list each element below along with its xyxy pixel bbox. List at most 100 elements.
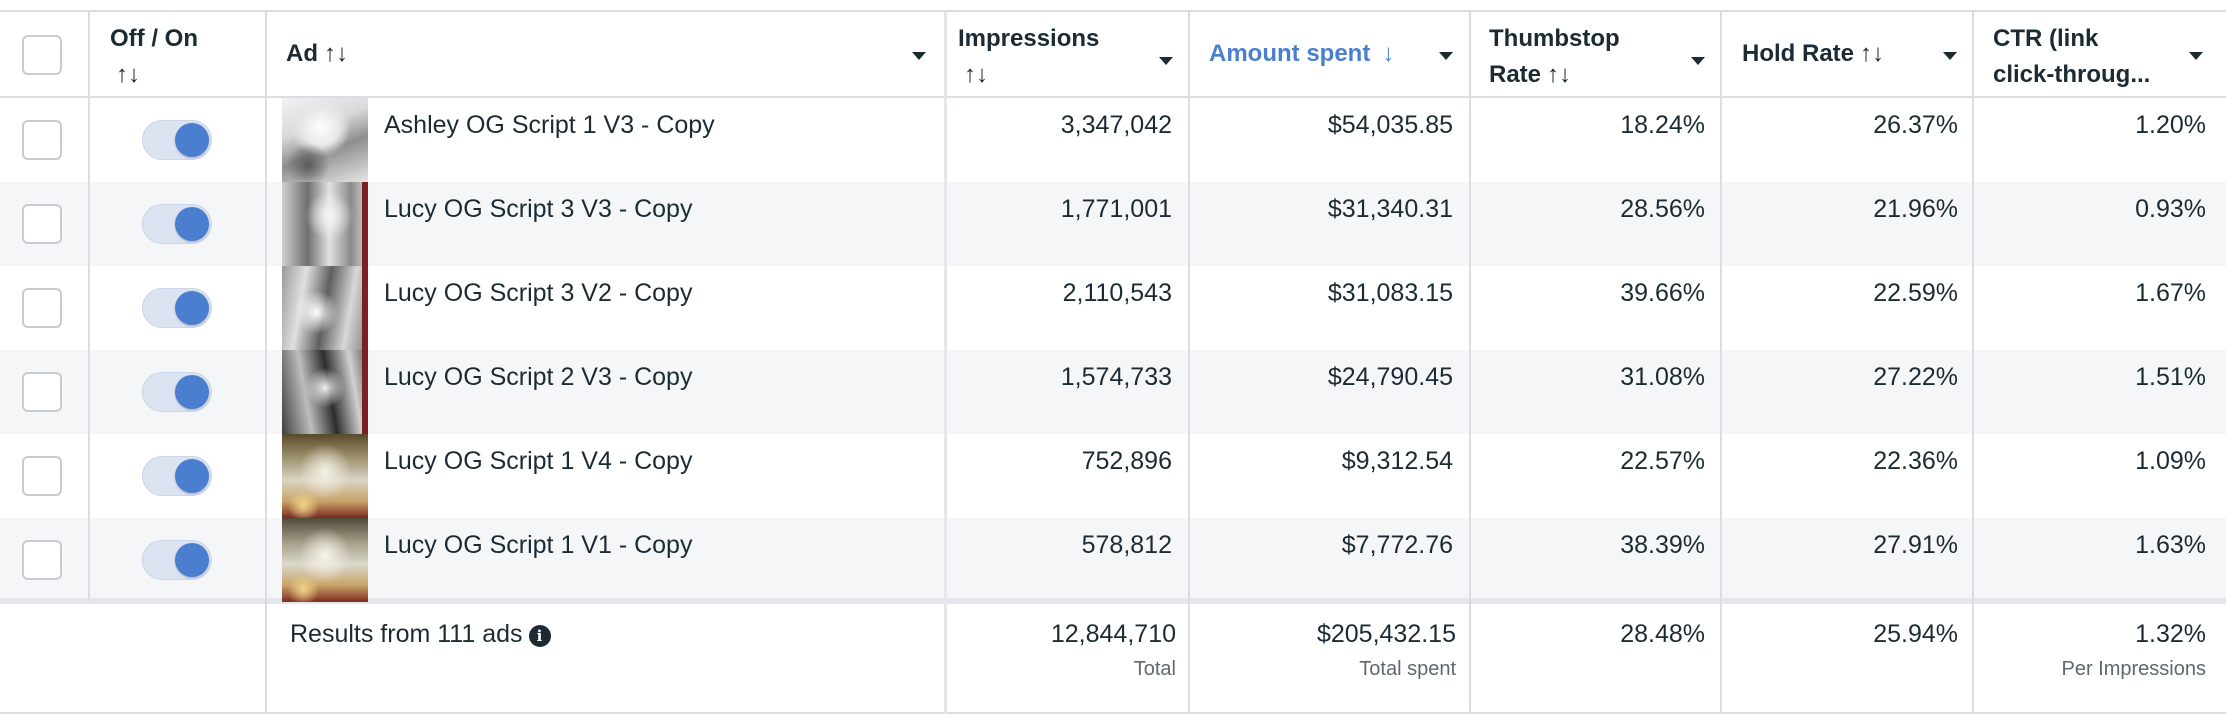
ad-toggle-switch[interactable] [142, 120, 212, 160]
thumbstop-value: 39.66% [1620, 279, 1705, 307]
column-menu-chevron-down-icon[interactable] [1159, 57, 1173, 65]
header-thumbstop-label: Thumbstop [1489, 25, 1620, 52]
avg-ctr-caption: Per Impressions [2061, 658, 2207, 680]
toggle-knob [175, 207, 209, 241]
row-checkbox[interactable] [22, 288, 62, 328]
info-icon[interactable]: i [528, 625, 551, 647]
avg-hold-rate-value: 25.94% [1873, 620, 1958, 648]
toggle-knob [175, 291, 209, 325]
header-ctr[interactable]: CTR (link [1993, 22, 2098, 56]
row-checkbox[interactable] [22, 456, 62, 496]
column-divider [1469, 12, 1471, 714]
total-amount-spent-value: $205,432.15 [1316, 620, 1456, 648]
amount-spent-value: $54,035.85 [1327, 111, 1453, 139]
header-thumbstop-label: Rate [1489, 61, 1542, 88]
total-amount-spent-caption: Total spent [1359, 658, 1456, 680]
header-hold-rate[interactable]: Hold Rate ↑↓ [1742, 37, 1884, 71]
column-divider [88, 12, 90, 602]
avg-thumbstop-value: 28.48% [1620, 620, 1705, 648]
spooky-photo-thumbnail[interactable] [282, 518, 368, 602]
row-checkbox[interactable] [22, 372, 62, 412]
toggle-knob [175, 375, 209, 409]
column-menu-chevron-down-icon[interactable] [912, 52, 926, 60]
table-row[interactable] [0, 182, 2226, 266]
summary-divider [0, 598, 2226, 604]
row-checkbox[interactable] [22, 120, 62, 160]
amount-spent-value: $31,340.31 [1327, 195, 1453, 223]
header-ctr-label: click-throug... [1993, 61, 2151, 88]
column-divider [265, 12, 267, 714]
impressions-value: 1,771,001 [1060, 195, 1172, 223]
header-bottom-border [0, 96, 2226, 98]
row-checkbox[interactable] [22, 204, 62, 244]
column-divider [944, 12, 947, 714]
ad-toggle-switch[interactable] [142, 540, 212, 580]
column-menu-chevron-down-icon[interactable] [1943, 52, 1957, 60]
header-ad[interactable]: Ad ↑↓ [286, 37, 348, 71]
hold-rate-value: 26.37% [1873, 111, 1958, 139]
ad-name-link[interactable]: Lucy OG Script 3 V2 - Copy [384, 279, 693, 307]
impressions-value: 752,896 [1081, 447, 1172, 475]
thumbstop-value: 28.56% [1620, 195, 1705, 223]
hands-photo-thumbnail[interactable] [282, 98, 368, 182]
table-row[interactable] [0, 518, 2226, 602]
header-thumbstop-rate-line2[interactable]: Rate ↑↓ [1489, 58, 1571, 92]
avg-ctr-value: 1.32% [2135, 620, 2206, 648]
amount-spent-value: $7,772.76 [1341, 531, 1453, 559]
hold-rate-value: 21.96% [1873, 195, 1958, 223]
header-ctr-label: CTR (link [1993, 25, 2099, 52]
ctr-value: 1.20% [2135, 111, 2206, 139]
ad-toggle-switch[interactable] [142, 372, 212, 412]
thumbstop-value: 22.57% [1620, 447, 1705, 475]
sort-icon[interactable]: ↑↓ [964, 58, 988, 92]
amount-spent-value: $9,312.54 [1341, 447, 1453, 475]
ctr-value: 1.09% [2135, 447, 2206, 475]
sort-arrows-icon: ↑↓ [964, 61, 988, 88]
amount-spent-value: $31,083.15 [1327, 279, 1453, 307]
table-bottom-border [0, 712, 2226, 714]
toggle-knob [175, 459, 209, 493]
collage-photo-thumbnail[interactable] [282, 266, 368, 350]
column-menu-chevron-down-icon[interactable] [2189, 52, 2203, 60]
collage-photo-thumbnail[interactable] [282, 350, 368, 434]
header-off-on[interactable]: Off / On [110, 22, 198, 56]
ad-name-link[interactable]: Lucy OG Script 3 V3 - Copy [384, 195, 693, 223]
ad-name-link[interactable]: Ashley OG Script 1 V3 - Copy [384, 111, 715, 139]
ad-toggle-switch[interactable] [142, 288, 212, 328]
amount-spent-value: $24,790.45 [1327, 363, 1453, 391]
thumbstop-value: 18.24% [1620, 111, 1705, 139]
column-divider [1720, 12, 1722, 714]
header-off-on-label: Off / On [110, 25, 198, 52]
ad-toggle-switch[interactable] [142, 204, 212, 244]
ad-toggle-switch[interactable] [142, 456, 212, 496]
thumbstop-value: 31.08% [1620, 363, 1705, 391]
header-impressions[interactable]: Impressions [958, 22, 1099, 56]
sort-arrows-icon: ↑↓ [1547, 61, 1572, 88]
collage-photo-thumbnail[interactable] [282, 182, 368, 266]
header-thumbstop-rate[interactable]: Thumbstop [1489, 22, 1620, 56]
toggle-knob [175, 123, 209, 157]
header-ctr-line2[interactable]: click-throug... [1993, 58, 2150, 92]
ad-name-link[interactable]: Lucy OG Script 1 V1 - Copy [384, 531, 693, 559]
ctr-value: 1.67% [2135, 279, 2206, 307]
ad-name-link[interactable]: Lucy OG Script 2 V3 - Copy [384, 363, 693, 391]
hold-rate-value: 22.36% [1873, 447, 1958, 475]
row-checkbox[interactable] [22, 540, 62, 580]
column-menu-chevron-down-icon[interactable] [1691, 57, 1705, 65]
impressions-value: 3,347,042 [1060, 111, 1172, 139]
sort-arrows-icon: ↑↓ [116, 61, 140, 88]
toggle-knob [175, 543, 209, 577]
spooky-photo-thumbnail[interactable] [282, 434, 368, 518]
select-all-checkbox[interactable] [22, 35, 62, 75]
sort-descending-icon: ↓ [1382, 40, 1395, 67]
sort-icon[interactable]: ↑↓ [116, 58, 140, 92]
table-row[interactable] [0, 350, 2226, 434]
column-menu-chevron-down-icon[interactable] [1439, 52, 1453, 60]
header-amount-spent[interactable]: Amount spent ↓ [1209, 37, 1394, 71]
hold-rate-value: 27.22% [1873, 363, 1958, 391]
ctr-value: 1.63% [2135, 531, 2206, 559]
total-impressions-value: 12,844,710 [1050, 620, 1176, 648]
header-amount-spent-label: Amount spent [1209, 40, 1371, 67]
ad-name-link[interactable]: Lucy OG Script 1 V4 - Copy [384, 447, 693, 475]
